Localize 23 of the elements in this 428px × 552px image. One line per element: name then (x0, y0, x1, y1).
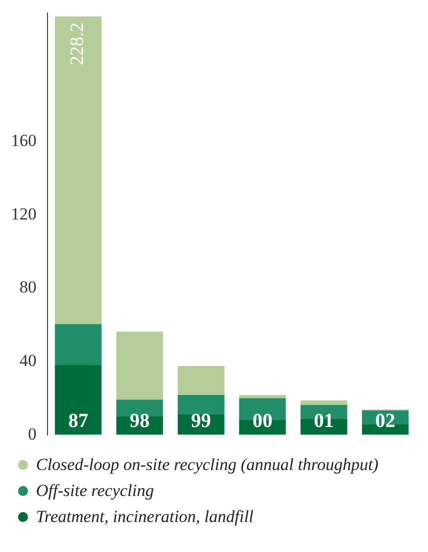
y-tick-label: 160 (11, 130, 36, 150)
bar (239, 395, 286, 398)
x-tick-label: 98 (130, 410, 150, 432)
x-tick-label: 99 (191, 410, 212, 432)
bar (178, 366, 224, 396)
legend-label: Treatment, incineration, landfill (36, 507, 254, 527)
legend-label: Off-site recycling (36, 481, 154, 501)
bar (54, 324, 102, 365)
y-tick-label: 0 (28, 424, 36, 444)
y-tick-label: 80 (20, 278, 36, 297)
total-label: 228.2 (67, 22, 88, 66)
bar (54, 16, 102, 324)
legend-label: Closed-loop on-site recycling (annual throughput) (36, 455, 378, 475)
bar (300, 400, 348, 405)
bar (54, 364, 102, 435)
x-tick-label: 00 (252, 410, 272, 432)
bar (116, 332, 163, 400)
y-tick-label: 40 (20, 350, 36, 370)
x-tick-label: 01 (314, 410, 334, 432)
y-tick-label: 120 (11, 204, 36, 224)
bar (178, 395, 224, 414)
x-tick-label: 02 (375, 410, 396, 432)
x-tick-label: 87 (68, 410, 88, 432)
